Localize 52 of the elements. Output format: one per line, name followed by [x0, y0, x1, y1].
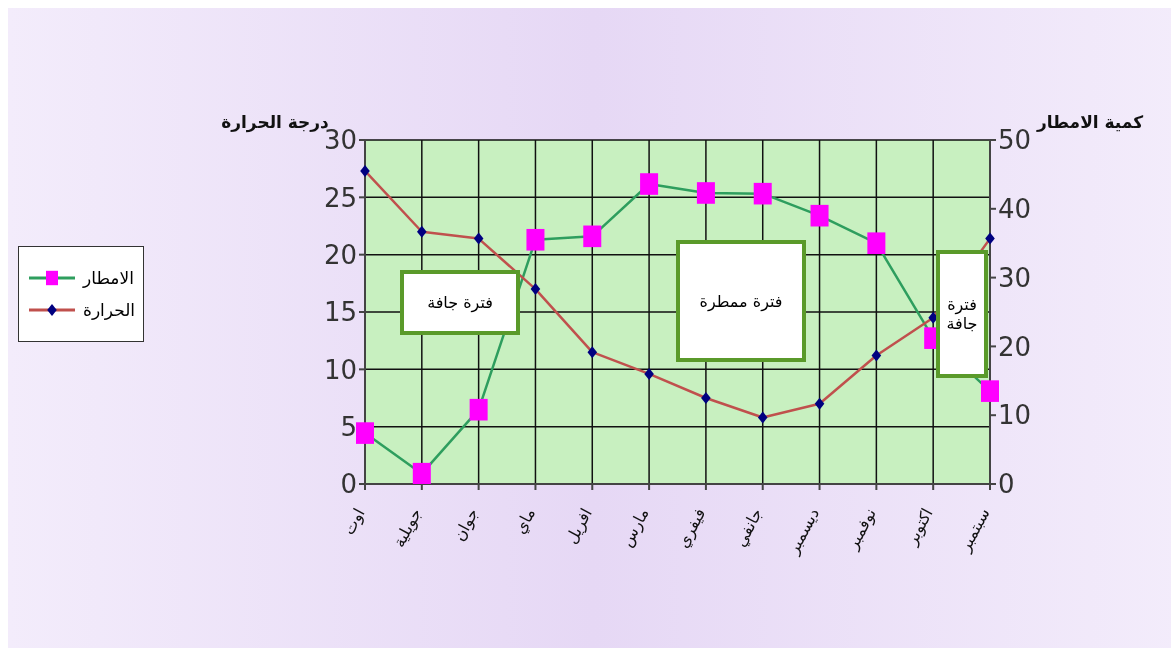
y2-tick-label: 40: [998, 194, 1032, 225]
x-tick-label: ماي: [510, 504, 540, 538]
x-tick-label: مارس: [616, 504, 654, 551]
point: [469, 398, 488, 421]
text-box: فترة جافة: [400, 270, 520, 335]
point: [696, 182, 715, 204]
point: [360, 164, 370, 177]
point: [867, 232, 886, 254]
point: [640, 173, 659, 195]
text-box: فترة جافة: [936, 250, 988, 378]
legend-label: الامطار: [83, 268, 134, 288]
point: [871, 349, 882, 362]
legend-label: الحرارة: [83, 300, 136, 320]
y2-axis-title: كمية الامطار: [1035, 112, 1144, 132]
x-tick-label: ديسمبر: [782, 504, 824, 559]
x-tick-label: فيفري: [672, 504, 711, 552]
y-tick-label: 15: [323, 297, 357, 328]
point: [981, 380, 999, 402]
x-tick-label: جوان: [449, 504, 484, 545]
point: [701, 392, 711, 404]
x-tick-label: اكتوبر: [901, 504, 938, 550]
y2-tick-label: 0: [998, 469, 1015, 500]
point: [473, 232, 484, 245]
point: [356, 422, 374, 444]
point: [814, 397, 825, 410]
point: [417, 225, 427, 238]
y-tick-label: 20: [323, 239, 357, 270]
x-tick-label: افريل: [561, 504, 597, 548]
x-tick-label: اوت: [338, 504, 370, 539]
point: [810, 204, 829, 227]
point: [530, 283, 541, 296]
point: [587, 346, 598, 359]
y2-tick-label: 30: [998, 262, 1032, 293]
y2-tick-label: 20: [998, 331, 1032, 362]
text-box: فترة ممطرة: [676, 240, 806, 362]
y2-tick-label: 10: [998, 400, 1032, 431]
point: [526, 228, 545, 251]
x-tick-label: جويلية: [389, 504, 427, 551]
point: [757, 411, 768, 424]
point: [753, 182, 772, 205]
y-tick-label: 25: [323, 182, 357, 213]
y-tick-label: 0: [340, 469, 357, 500]
x-tick-label: جانفي: [730, 504, 768, 551]
point: [412, 462, 431, 484]
point: [985, 232, 995, 245]
point: [583, 225, 602, 248]
y-tick-label: 5: [340, 411, 357, 442]
point: [644, 367, 654, 380]
y-tick-label: 10: [323, 354, 357, 385]
x-tick-label: سبتمبر: [954, 504, 995, 556]
x-tick-label: نوفمبر: [842, 504, 881, 554]
y2-tick-label: 50: [998, 125, 1032, 156]
